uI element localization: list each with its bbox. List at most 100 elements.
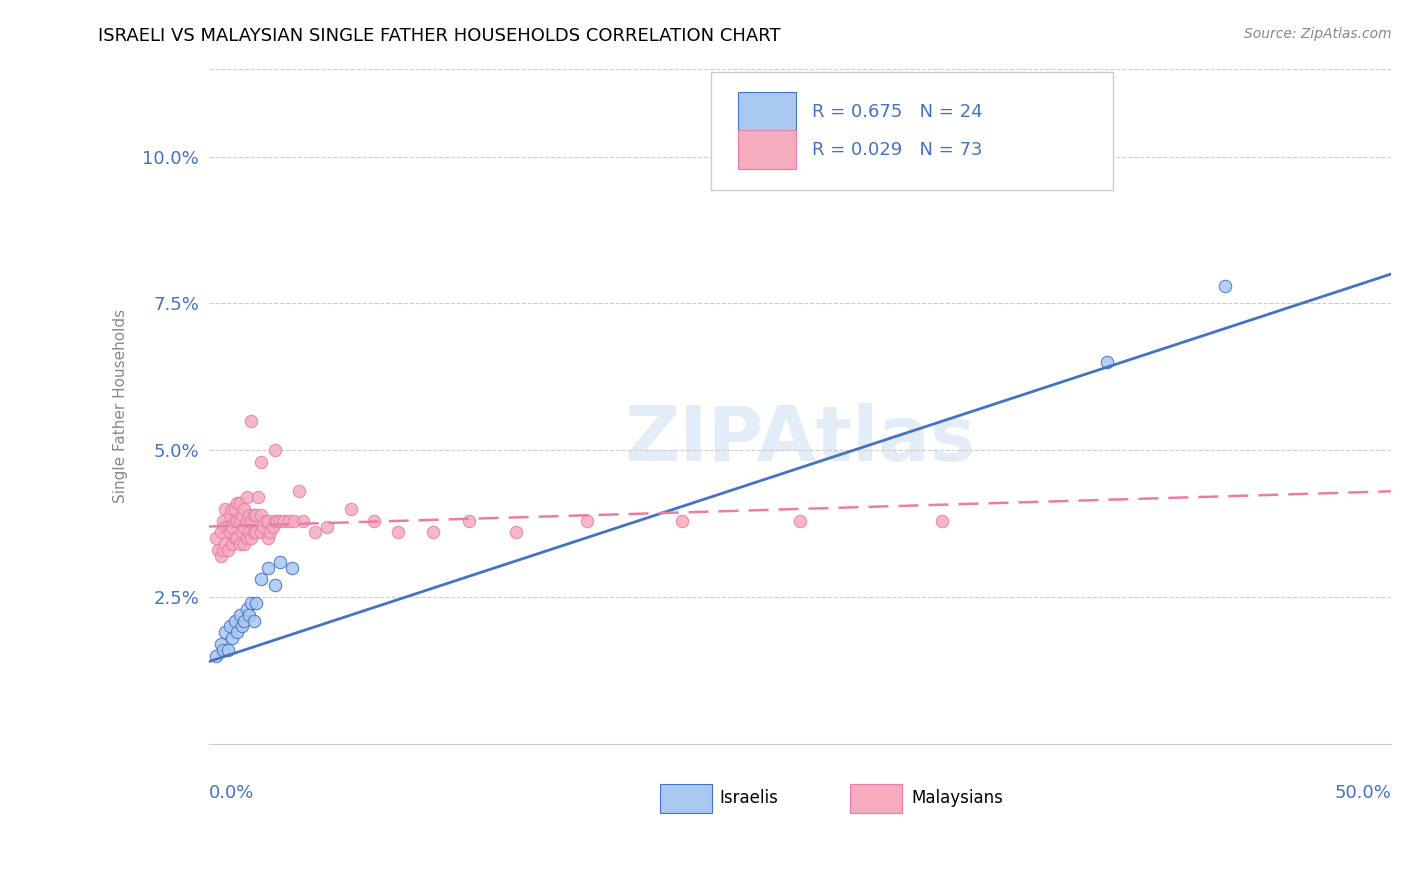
Point <box>254 514 277 528</box>
Point <box>238 525 260 540</box>
Point <box>240 531 263 545</box>
Point <box>249 525 271 540</box>
Point <box>363 514 385 528</box>
Point <box>387 525 409 540</box>
Text: 0.0%: 0.0% <box>208 784 254 802</box>
Point <box>259 525 281 540</box>
Point <box>1215 278 1237 293</box>
Point <box>219 525 242 540</box>
Point <box>264 443 287 458</box>
Point <box>235 601 257 615</box>
Point <box>269 514 291 528</box>
Point <box>789 514 811 528</box>
Point <box>209 637 232 651</box>
Point <box>209 549 232 563</box>
Point <box>214 502 236 516</box>
Point <box>231 619 253 633</box>
Point <box>576 514 599 528</box>
Point <box>304 525 326 540</box>
Point <box>228 514 250 528</box>
Point <box>209 525 232 540</box>
Text: 50.0%: 50.0% <box>1334 784 1391 802</box>
Point <box>242 614 264 628</box>
Text: Malaysians: Malaysians <box>911 789 1002 807</box>
Point <box>212 543 235 558</box>
Point <box>264 514 287 528</box>
Point <box>262 519 284 533</box>
Point <box>233 519 256 533</box>
Point <box>257 514 280 528</box>
Point <box>224 514 246 528</box>
Point <box>224 614 246 628</box>
Point <box>214 625 236 640</box>
Point <box>245 525 267 540</box>
Point <box>283 514 305 528</box>
Point <box>242 508 264 522</box>
FancyBboxPatch shape <box>849 784 901 814</box>
Point <box>238 508 260 522</box>
Point <box>252 519 274 533</box>
Point <box>292 514 315 528</box>
Point <box>240 596 263 610</box>
Point <box>224 531 246 545</box>
Point <box>257 531 280 545</box>
Point <box>214 537 236 551</box>
Point <box>233 614 256 628</box>
Point <box>240 514 263 528</box>
Point <box>221 519 243 533</box>
Point <box>221 631 243 645</box>
Point <box>245 508 267 522</box>
Point <box>235 514 257 528</box>
Point <box>231 508 253 522</box>
Point <box>257 560 280 574</box>
Point <box>228 607 250 622</box>
Point <box>228 496 250 510</box>
Point <box>505 525 527 540</box>
Point <box>205 531 228 545</box>
Point <box>235 531 257 545</box>
Point <box>212 643 235 657</box>
Point <box>339 502 361 516</box>
Point <box>217 543 239 558</box>
Point <box>1097 355 1119 369</box>
Point <box>240 414 263 428</box>
Point <box>245 596 267 610</box>
Point <box>217 519 239 533</box>
FancyBboxPatch shape <box>738 93 796 132</box>
Point <box>238 607 260 622</box>
Point <box>207 543 229 558</box>
Point <box>228 537 250 551</box>
Point <box>316 519 339 533</box>
Point <box>242 525 264 540</box>
Text: Israelis: Israelis <box>720 789 779 807</box>
Y-axis label: Single Father Households: Single Father Households <box>114 310 128 503</box>
Point <box>219 619 242 633</box>
Point <box>235 490 257 504</box>
Text: ISRAELI VS MALAYSIAN SINGLE FATHER HOUSEHOLDS CORRELATION CHART: ISRAELI VS MALAYSIAN SINGLE FATHER HOUSE… <box>98 27 782 45</box>
Point <box>226 625 249 640</box>
Point <box>226 514 249 528</box>
Text: R = 0.029   N = 73: R = 0.029 N = 73 <box>811 141 983 159</box>
Point <box>231 525 253 540</box>
Point <box>266 514 288 528</box>
Point <box>278 514 301 528</box>
Point <box>224 502 246 516</box>
Point <box>249 455 271 469</box>
Point <box>221 537 243 551</box>
Point <box>214 519 236 533</box>
Point <box>931 514 953 528</box>
Point <box>249 508 271 522</box>
Point <box>233 537 256 551</box>
Point <box>264 578 287 592</box>
Point <box>219 508 242 522</box>
FancyBboxPatch shape <box>661 784 713 814</box>
Point <box>280 560 302 574</box>
Point <box>233 502 256 516</box>
Text: R = 0.675   N = 24: R = 0.675 N = 24 <box>811 103 983 121</box>
Point <box>226 531 249 545</box>
Point <box>457 514 479 528</box>
Point <box>287 484 309 499</box>
Point <box>671 514 693 528</box>
FancyBboxPatch shape <box>711 72 1114 190</box>
Point <box>212 514 235 528</box>
